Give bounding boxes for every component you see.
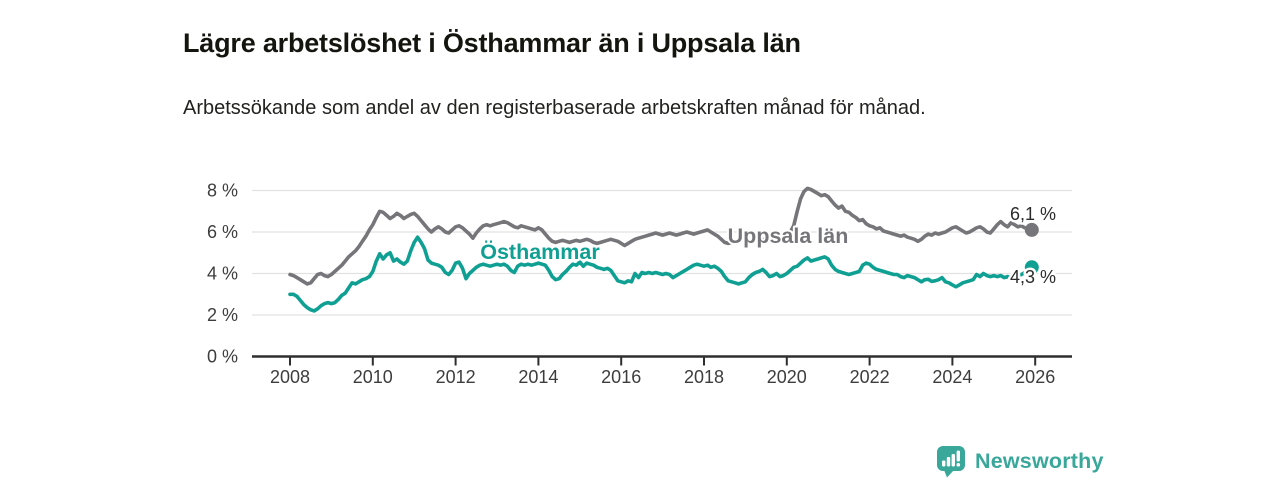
uppsala-lan-series-label: Uppsala län: [728, 224, 849, 248]
x-axis-label: 2016: [601, 367, 641, 387]
osthammar-end-dot: [1024, 260, 1039, 275]
y-axis-label: 4 %: [207, 264, 238, 284]
chart-subtitle: Arbetssökande som andel av den registerb…: [183, 97, 926, 119]
uppsala-lan-line: [288, 186, 1034, 286]
x-axis-label: 2010: [353, 367, 393, 387]
y-axis-label: 6 %: [207, 222, 238, 242]
y-axis-label: 0 %: [207, 347, 238, 367]
y-axis-label: 8 %: [207, 181, 238, 201]
x-axis-label: 2018: [684, 367, 724, 387]
x-axis-label: 2022: [850, 367, 890, 387]
uppsala-lan-value-label: 6,1 %: [1010, 204, 1056, 224]
x-axis-label: 2020: [767, 367, 807, 387]
x-axis-label: 2024: [932, 367, 972, 387]
x-axis-label: 2008: [270, 367, 310, 387]
osthammar-series-label: Östhammar: [480, 239, 600, 264]
x-axis-label: 2012: [436, 367, 476, 387]
x-axis-label: 2014: [518, 367, 558, 387]
uppsala-lan-end-dot: [1024, 222, 1039, 237]
newsworthy-logo-icon: [937, 446, 965, 478]
osthammar-line: [288, 235, 1034, 313]
osthammar-value-label: 4,3 %: [1010, 267, 1056, 287]
brand-name: Newsworthy: [975, 449, 1104, 473]
x-axis-label: 2026: [1015, 367, 1055, 387]
newsworthy-brand-link[interactable]: Newsworthy: [936, 445, 1104, 478]
y-axis-label: 2 %: [207, 305, 238, 325]
page-title: Lägre arbetslöshet i Östhammar än i Upps…: [183, 28, 801, 59]
